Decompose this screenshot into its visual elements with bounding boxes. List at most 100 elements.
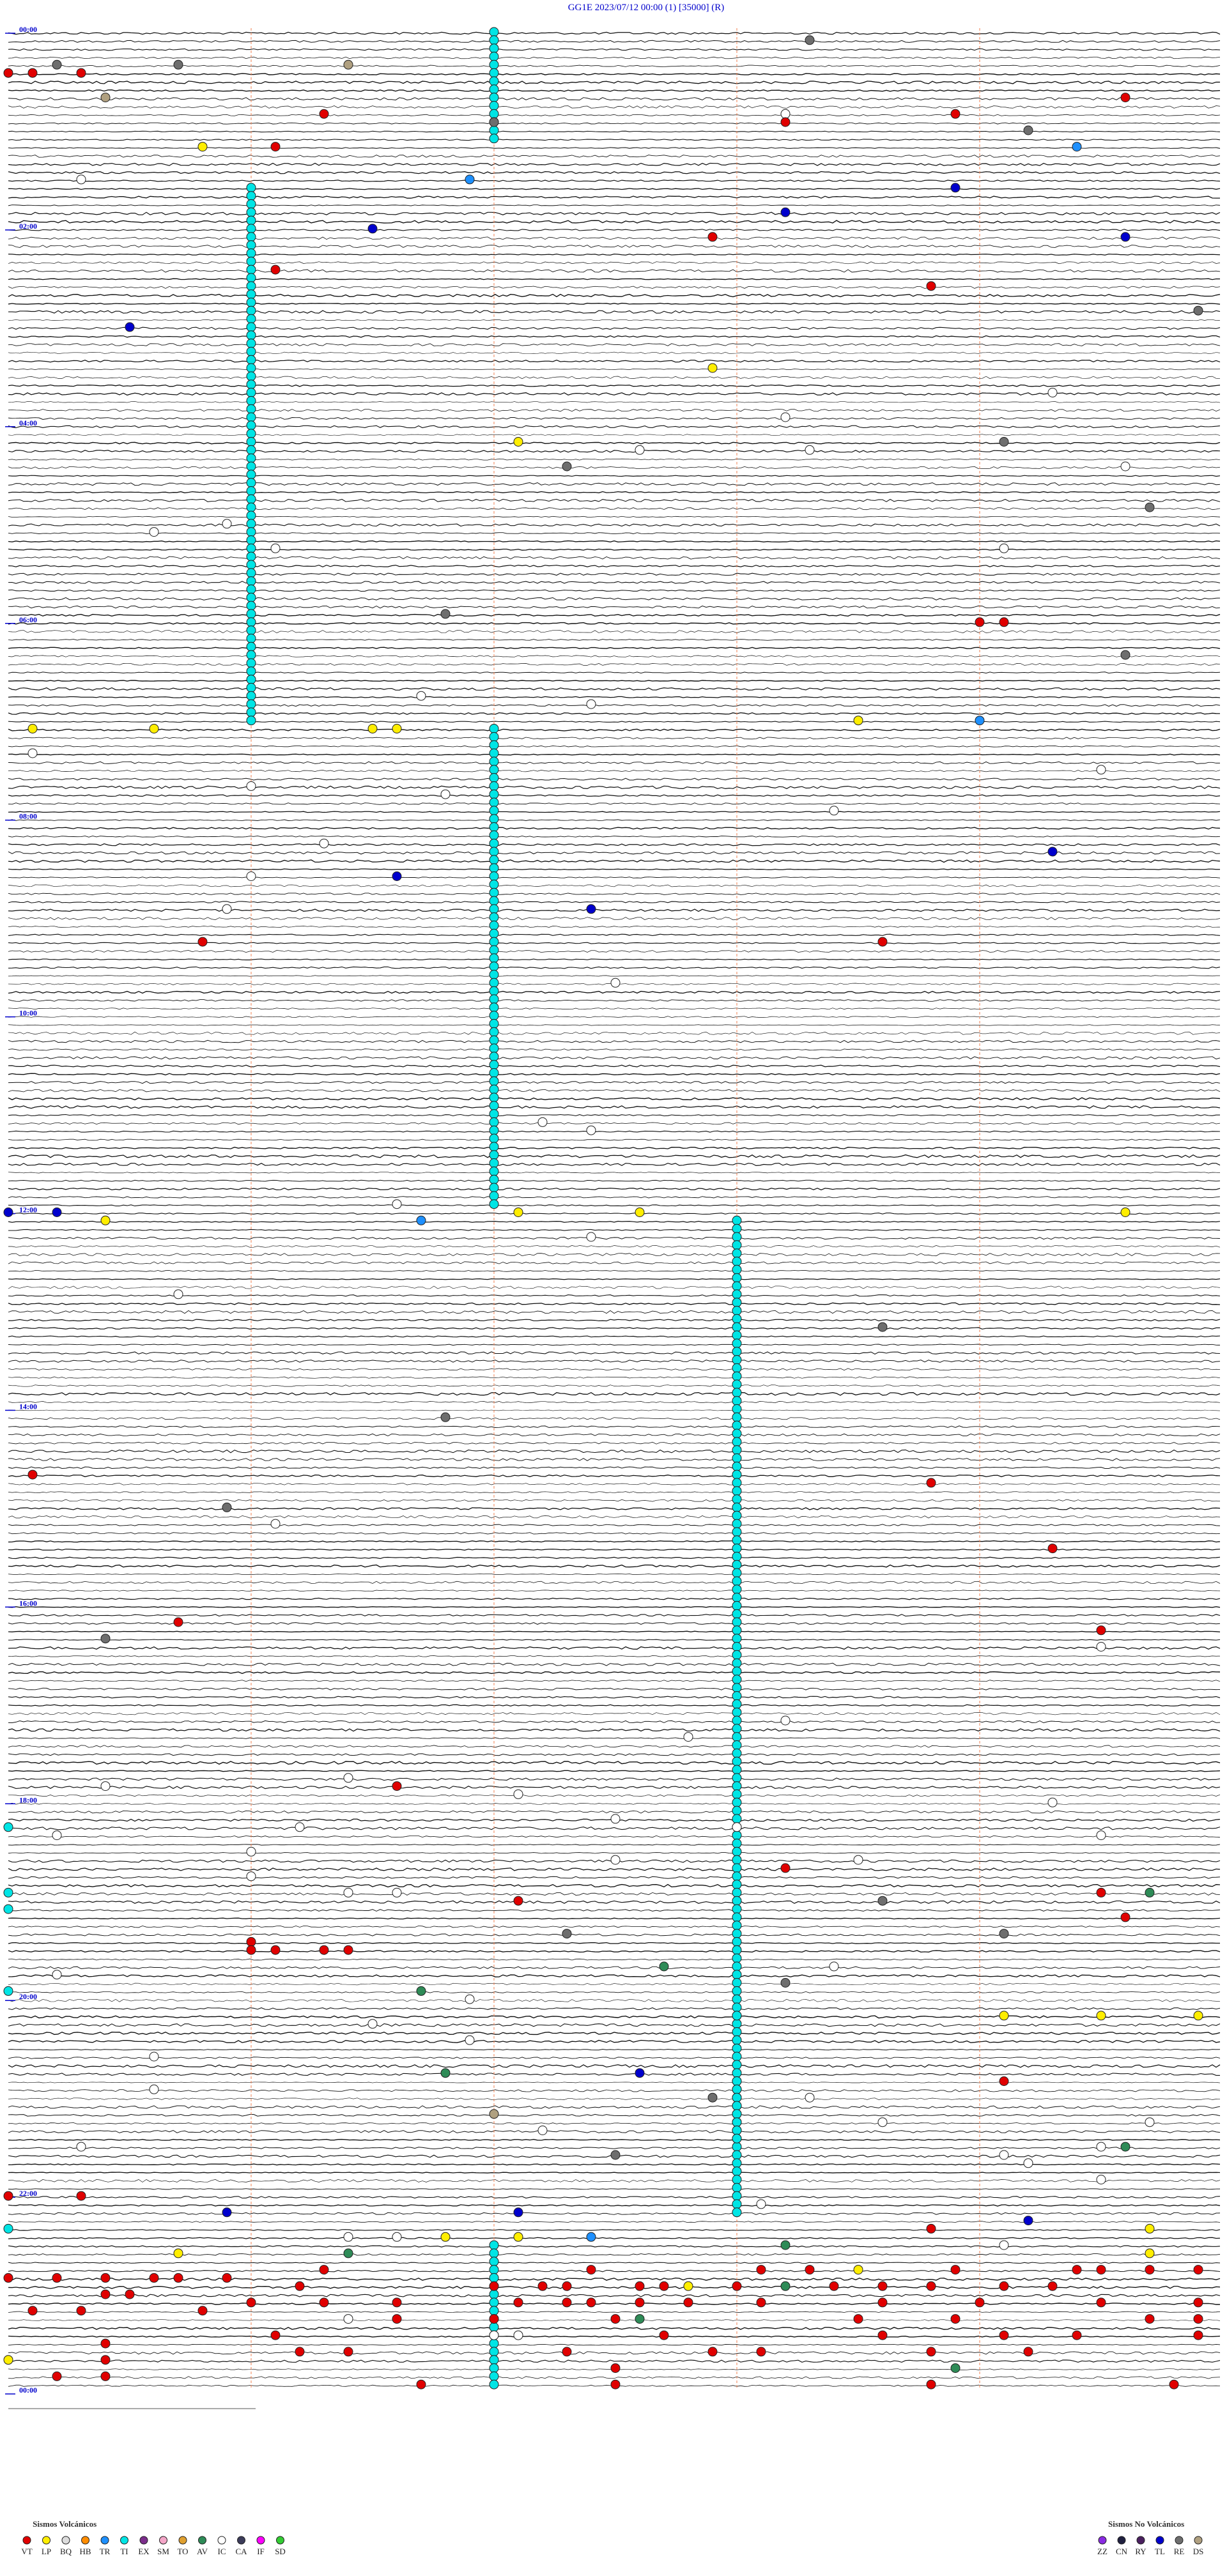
seismic-trace [8, 1982, 1221, 1986]
event-marker [100, 2338, 111, 2349]
tremor-event [246, 183, 256, 193]
seismic-trace [8, 1245, 1221, 1248]
tremor-event [732, 2068, 742, 2078]
tremor-event [489, 84, 499, 95]
tremor-event [489, 2257, 499, 2267]
event-marker [610, 2150, 621, 2160]
event-marker [950, 109, 961, 119]
event-marker [76, 2142, 86, 2152]
tremor-event [732, 2035, 742, 2045]
event-marker [392, 1781, 402, 1791]
tremor-event [489, 59, 499, 70]
tremor-event [732, 1355, 742, 1365]
event-marker [659, 1961, 669, 1972]
seismic-trace [8, 1810, 1221, 1814]
event-marker [76, 2306, 86, 2316]
tremor-event [246, 650, 256, 660]
seismic-trace [8, 1253, 1221, 1257]
event-marker [52, 2273, 62, 2283]
tremor-event [489, 724, 499, 733]
tremor-event [732, 1699, 742, 1709]
seismic-trace [8, 647, 1221, 650]
tremor-event [732, 1388, 742, 1398]
tremor-event [489, 93, 499, 103]
event-marker [416, 2379, 426, 2389]
seismic-trace [8, 1089, 1221, 1092]
tremor-event [489, 977, 499, 988]
event-marker [295, 2281, 305, 2291]
tremor-event [489, 789, 499, 799]
event-marker [1072, 142, 1082, 152]
event-marker [76, 174, 86, 185]
seismic-trace [8, 990, 1221, 994]
legend-swatch [217, 2536, 226, 2545]
seismic-trace [8, 2294, 1221, 2297]
seismic-trace [8, 1590, 1221, 1591]
event-marker [343, 1773, 353, 1783]
event-marker [392, 2232, 402, 2242]
tremor-event [732, 2175, 742, 2184]
tremor-event [489, 1035, 499, 1045]
legend-code: TR [100, 2547, 111, 2556]
seismic-trace [8, 130, 1221, 133]
event-marker [392, 2314, 402, 2324]
tremor-event [489, 863, 499, 873]
seismic-trace [8, 293, 1221, 298]
event-marker [246, 1945, 256, 1955]
tremor-event [489, 904, 499, 914]
seismic-trace [8, 2163, 1221, 2166]
tremor-event [246, 322, 256, 332]
seismic-trace [8, 851, 1221, 855]
event-marker [683, 1732, 693, 1742]
event-marker [173, 2273, 183, 2283]
event-marker [295, 2347, 305, 2357]
tremor-event [489, 945, 499, 955]
seismic-trace [8, 785, 1221, 790]
event-marker [1145, 2248, 1155, 2258]
tremor-event [489, 1068, 499, 1078]
tremor-event [489, 1084, 499, 1094]
tremor-event [732, 1945, 742, 1955]
event-marker [1023, 2216, 1033, 2226]
tremor-event [732, 1953, 742, 1963]
tremor-event [732, 1781, 742, 1791]
seismic-trace [8, 408, 1221, 412]
tremor-event [732, 2043, 742, 2053]
seismic-trace [8, 2073, 1220, 2076]
tremor-event [489, 2248, 499, 2258]
event-marker [999, 1929, 1009, 1939]
seismic-trace [8, 950, 1221, 953]
seismic-trace [8, 434, 1221, 436]
seismic-trace [8, 1876, 1221, 1879]
event-marker [805, 2265, 815, 2275]
tremor-event [489, 740, 499, 750]
event-marker [1096, 2297, 1106, 2308]
event-marker [635, 2314, 645, 2324]
tremor-event [732, 1248, 742, 1259]
tremor-event [732, 1404, 742, 1414]
hour-label: 06:00 [19, 615, 37, 624]
legend-swatch [1194, 2536, 1203, 2545]
tremor-event [489, 937, 499, 947]
event-marker [780, 117, 791, 127]
tremor-event [732, 1551, 742, 1561]
tremor-event [732, 2117, 742, 2128]
tremor-event [246, 207, 256, 217]
seismic-trace [8, 122, 1221, 125]
tremor-event [489, 732, 499, 742]
legend-swatch [100, 2536, 109, 2545]
seismic-trace [8, 1344, 1221, 1346]
hour-label: 08:00 [19, 812, 37, 821]
seismic-trace [8, 933, 1221, 936]
event-marker [27, 1469, 38, 1480]
seismic-trace [8, 2327, 1221, 2330]
legend-code: CA [235, 2547, 247, 2556]
event-marker [1072, 2265, 1082, 2275]
tremor-event [732, 1232, 742, 1242]
seismic-trace [8, 639, 1221, 641]
tremor-event [732, 1347, 742, 1357]
legend-swatch [159, 2536, 167, 2545]
event-marker [1096, 2265, 1106, 2275]
event-marker [756, 2297, 766, 2308]
seismic-trace [8, 605, 1221, 609]
